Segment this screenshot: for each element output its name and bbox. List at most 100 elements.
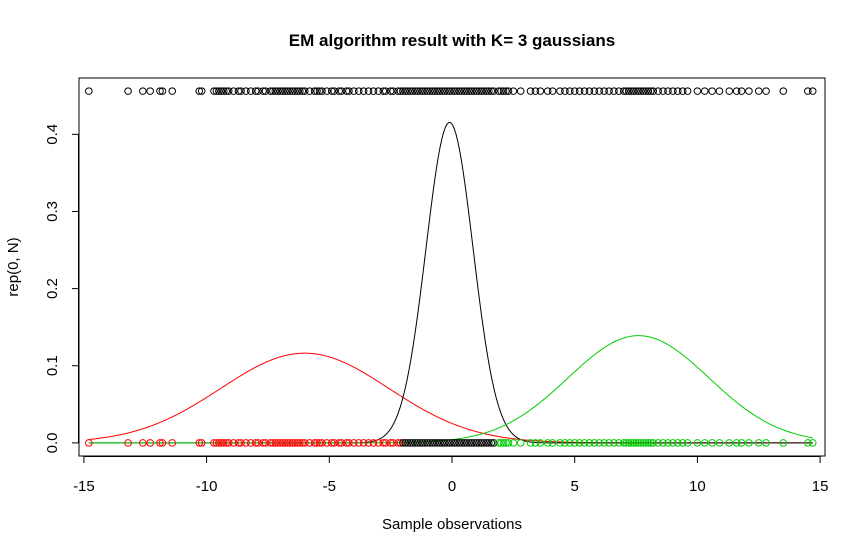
top-rug-point — [693, 87, 702, 95]
top-rug-point — [394, 87, 402, 95]
point-green — [619, 439, 628, 447]
point-black — [428, 439, 437, 447]
top-rug-point — [222, 87, 231, 95]
point-red — [396, 439, 405, 447]
top-rug-point — [288, 87, 297, 95]
point-green — [504, 439, 513, 447]
point-black — [448, 439, 456, 447]
point-green — [715, 439, 724, 447]
top-rug-point — [374, 87, 383, 95]
point-green — [664, 439, 672, 447]
top-rug-point — [565, 87, 574, 95]
top-rug-point — [197, 87, 206, 95]
top-rug-point — [229, 87, 238, 95]
point-red — [323, 439, 331, 447]
point-green — [683, 439, 692, 447]
top-rug-point — [350, 87, 358, 95]
top-rug-point — [580, 87, 589, 95]
point-green — [536, 439, 545, 447]
top-rug-point — [158, 87, 167, 95]
top-rug-point — [448, 87, 456, 95]
point-red — [286, 439, 294, 447]
top-rug-point — [654, 87, 662, 95]
top-rug-point — [399, 87, 407, 95]
top-rug-point — [217, 87, 226, 95]
point-red — [269, 439, 277, 447]
point-green — [605, 439, 613, 447]
top-rug-point — [435, 87, 444, 95]
top-rug-point — [458, 87, 466, 95]
point-black — [458, 439, 466, 447]
top-rug-point — [146, 87, 154, 95]
top-rug-point — [526, 87, 535, 95]
top-rug-point — [401, 87, 410, 95]
y-tick-label: 0.2 — [44, 278, 61, 299]
point-red — [288, 439, 297, 447]
point-red — [210, 439, 218, 447]
top-rug-point — [570, 87, 579, 95]
top-rug-point — [315, 87, 324, 95]
point-green — [543, 439, 552, 447]
point-red — [85, 439, 93, 447]
point-black — [416, 439, 424, 447]
point-red — [381, 439, 390, 447]
point-red — [276, 439, 285, 447]
top-rug-point — [271, 87, 280, 95]
density-curve-3 — [88, 335, 813, 444]
y-tick-label: 0.0 — [44, 432, 61, 453]
point-black — [477, 439, 486, 447]
point-green — [725, 439, 734, 447]
point-green — [629, 439, 638, 447]
top-rug-point — [637, 87, 645, 95]
top-rug-point — [575, 87, 584, 95]
top-rug-point — [762, 87, 770, 95]
top-rug-point — [291, 87, 299, 95]
top-rug-point — [644, 87, 653, 95]
point-green — [634, 439, 643, 447]
top-rug-point — [283, 87, 292, 95]
top-rug-point — [489, 87, 498, 95]
top-rug-point — [543, 87, 552, 95]
top-rug-point — [482, 87, 491, 95]
point-red — [139, 439, 147, 447]
top-rug-point — [445, 87, 454, 95]
top-rug-point — [634, 87, 643, 95]
top-rug-point — [359, 87, 368, 95]
top-rug-point — [300, 87, 309, 95]
top-rug-point — [467, 87, 476, 95]
point-green — [600, 439, 608, 447]
point-green — [649, 439, 658, 447]
point-green — [502, 439, 510, 447]
top-rug-point — [364, 87, 373, 95]
top-rug-point — [237, 87, 245, 95]
point-black — [438, 439, 446, 447]
top-rug-point — [286, 87, 294, 95]
point-red — [197, 439, 206, 447]
point-red — [158, 439, 167, 447]
top-rug-point — [278, 87, 287, 95]
point-green — [673, 439, 682, 447]
top-rug-point — [629, 87, 638, 95]
point-black — [487, 439, 496, 447]
point-green — [575, 439, 584, 447]
point-red — [298, 439, 307, 447]
point-black — [408, 439, 417, 447]
point-black — [462, 439, 471, 447]
point-red — [379, 439, 388, 447]
point-red — [266, 439, 275, 447]
y-axis-label: rep(0, N) — [5, 237, 22, 296]
point-green — [745, 439, 753, 447]
y-tick-label: 0.1 — [44, 355, 61, 376]
top-rug-point — [509, 87, 518, 95]
point-black — [435, 439, 444, 447]
top-rug-point — [266, 87, 275, 95]
top-rug-point — [502, 87, 510, 95]
point-red — [386, 439, 395, 447]
top-rug-point — [683, 87, 692, 95]
top-rug-point — [659, 87, 667, 95]
top-rug-point — [504, 87, 513, 95]
point-red — [374, 439, 383, 447]
point-black — [440, 439, 449, 447]
top-rug-point — [298, 87, 307, 95]
point-red — [229, 439, 238, 447]
